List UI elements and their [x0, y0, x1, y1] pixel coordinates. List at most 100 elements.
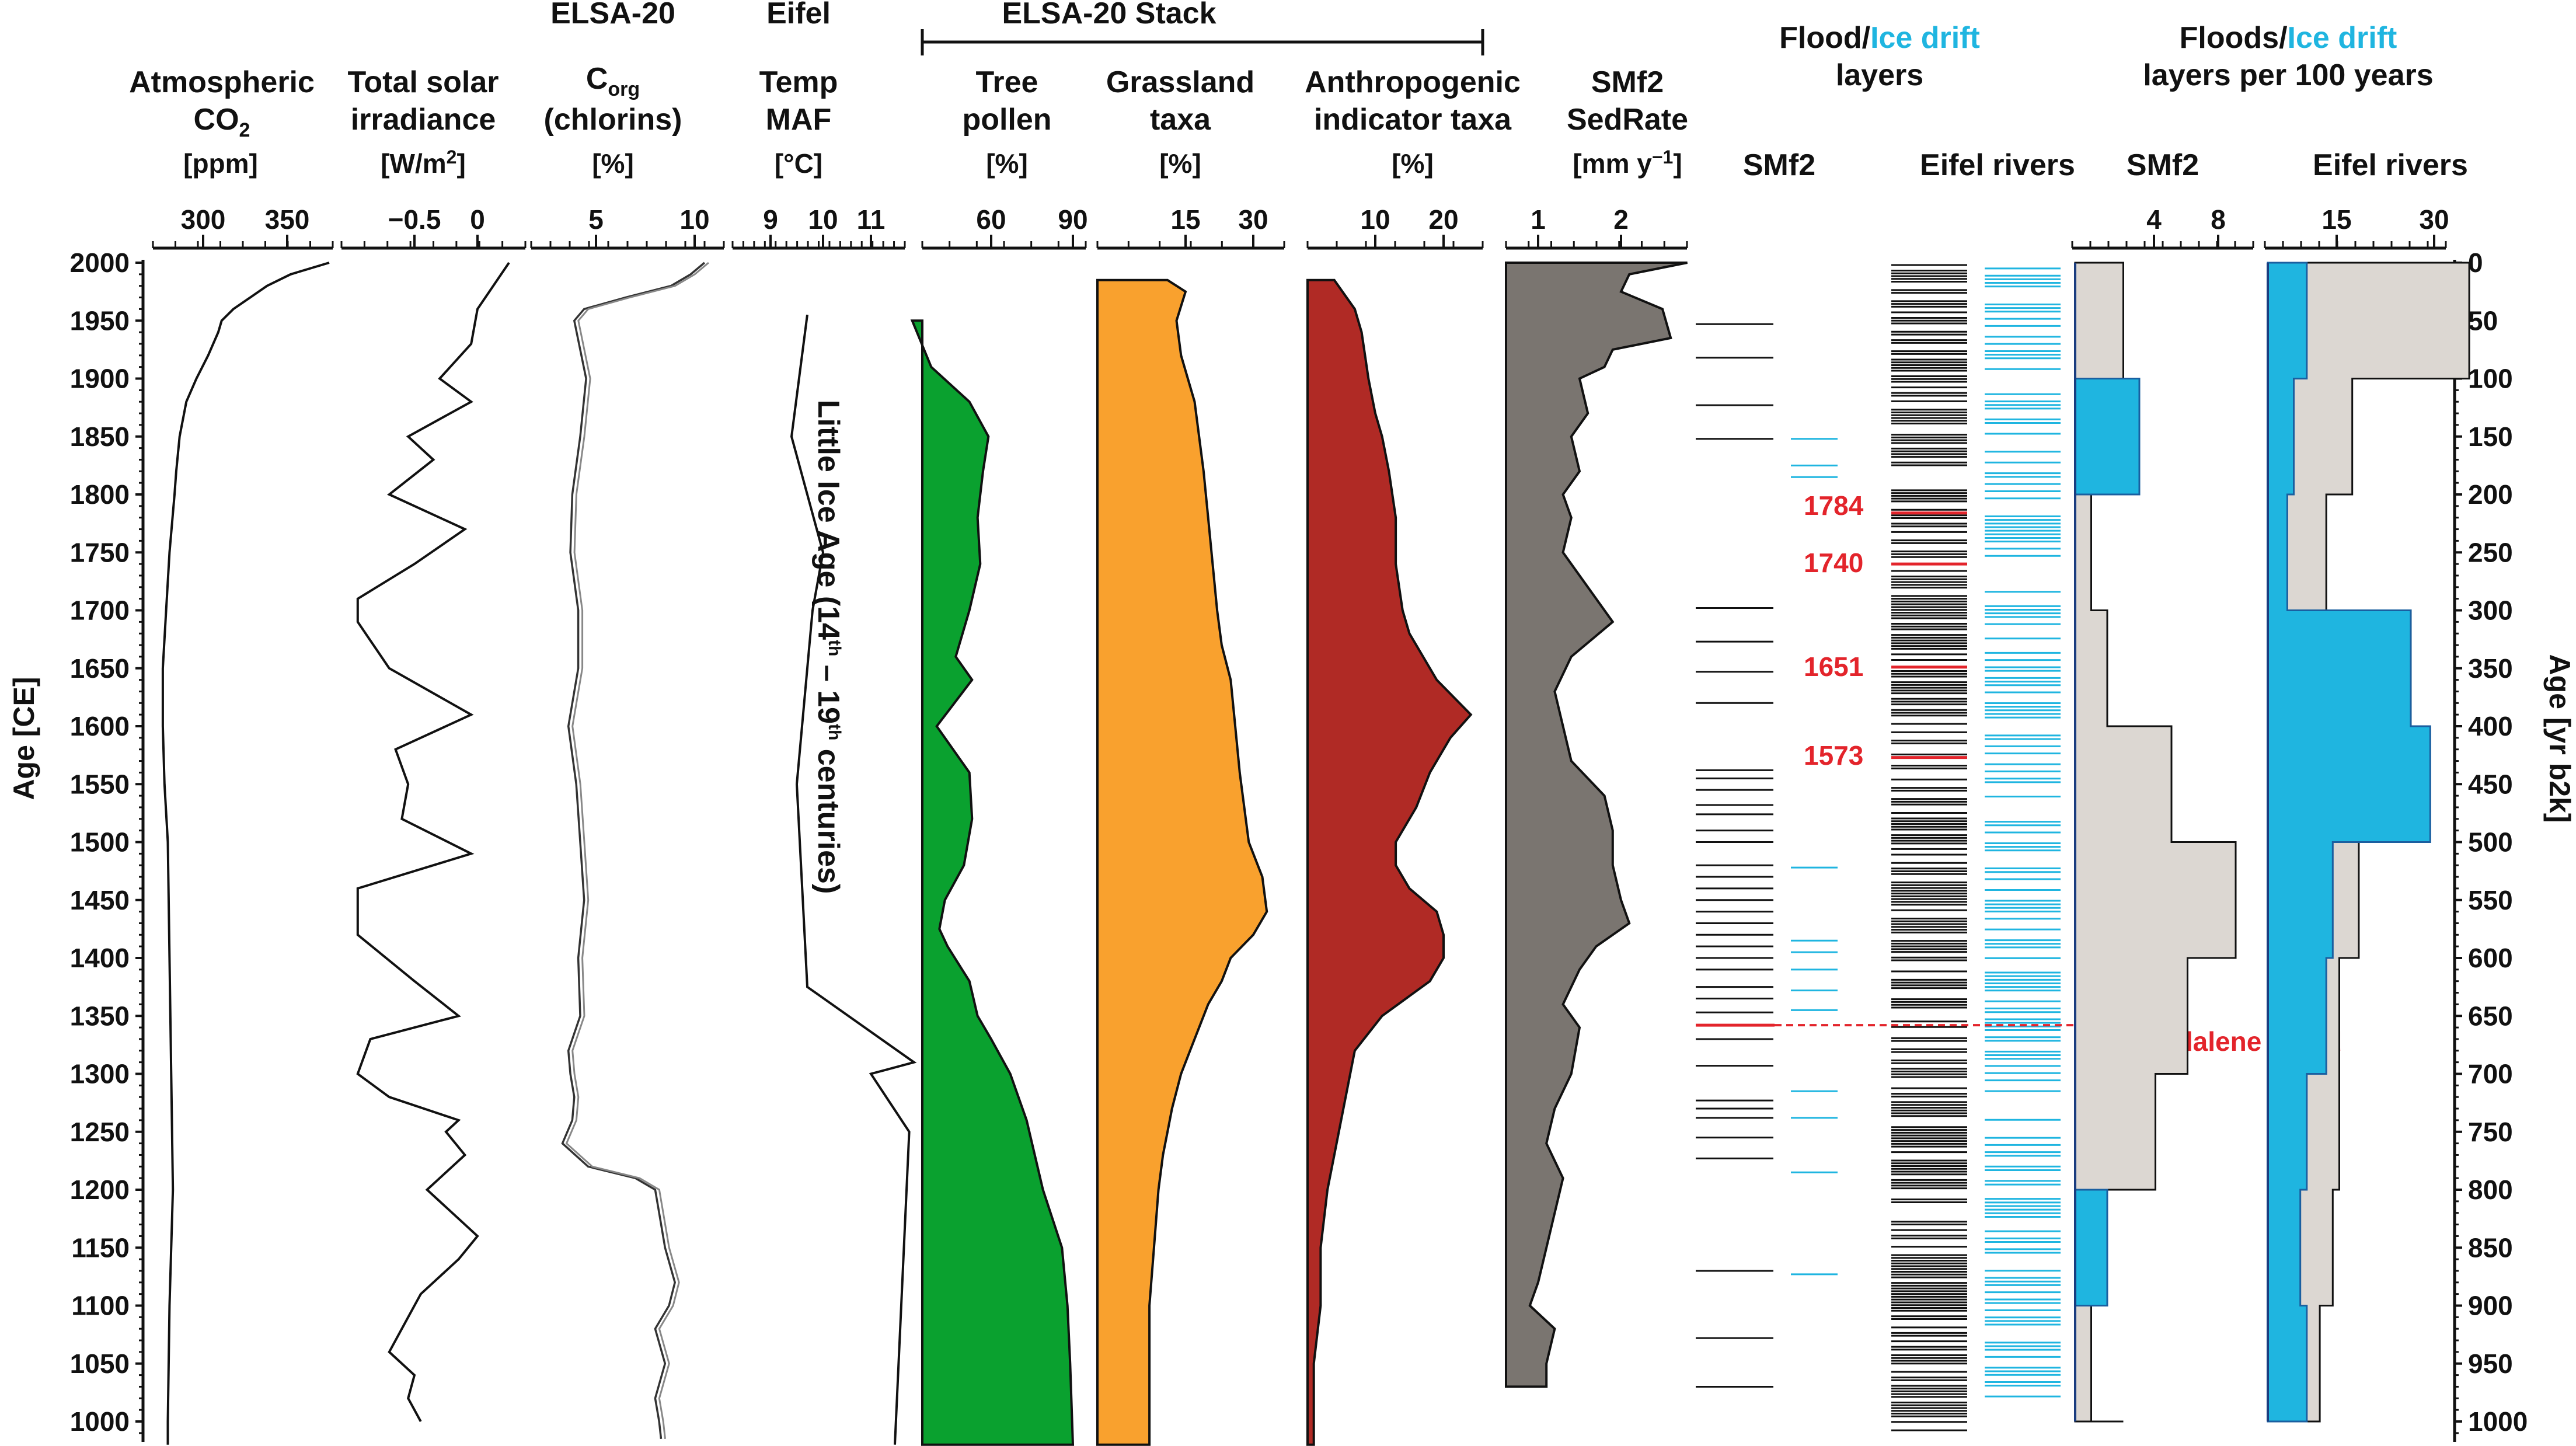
- y-left-tick-label: 1900: [70, 364, 130, 394]
- panel-co2: 300 350: [152, 204, 334, 1445]
- anthro-unit: [%]: [1392, 148, 1434, 179]
- temp-title-line3: MAF: [766, 103, 832, 137]
- y-left-tick-label: 1100: [71, 1291, 130, 1321]
- tree-axis-tick-label: 60: [976, 204, 1006, 235]
- y-axis-left-title: Age [CE]: [8, 677, 40, 800]
- y-right-tick-label: 500: [2468, 827, 2513, 858]
- y-left-tick-label: 1850: [70, 421, 130, 452]
- layer-lines: [1696, 264, 2081, 1431]
- y-left-tick-label: 1750: [70, 537, 130, 567]
- anthro-area: [1306, 278, 1473, 1446]
- temp-title-line1: Eifel: [766, 0, 831, 30]
- corg-line: [561, 262, 706, 1439]
- rates-axis-tick-label: 8: [2211, 204, 2226, 235]
- y-right-tick-label: 250: [2468, 537, 2513, 567]
- corg-title-line1: ELSA-20: [550, 0, 675, 30]
- y-left-tick-label: 1400: [70, 943, 130, 973]
- y-right-tick-label: 450: [2468, 769, 2513, 799]
- y-right-tick-label: 850: [2468, 1232, 2513, 1263]
- event-label-1651: 1651: [1804, 651, 1863, 682]
- y-left-tick-label: 1600: [70, 711, 130, 741]
- tsi-axis-tick-label: 0: [470, 204, 485, 235]
- y-right-tick-label: 1000: [2468, 1406, 2528, 1437]
- data-panels: 300 350 0−0.5 5 10 9 10 11 60 90 15 30 10 20 1 2: [152, 204, 1688, 1446]
- temp-title-line2: Temp: [759, 65, 838, 99]
- event-label-1740: 1740: [1804, 548, 1863, 578]
- layers-title-line2: layers: [1836, 58, 1923, 92]
- grass-title-line1: Grassland: [1106, 65, 1254, 99]
- rates-col-smf2: SMf2: [2127, 148, 2199, 182]
- lia-annotation: Little Ice Age (14th – 19th centuries): [811, 400, 845, 894]
- y-axis-right-title: Age [yr b2k]: [2543, 654, 2576, 823]
- stack-title: ELSA-20 Stack: [1002, 0, 1216, 30]
- y-left-tick-label: 1350: [70, 1001, 130, 1031]
- y-right-tick-label: 600: [2468, 943, 2513, 973]
- y-right-tick-label: 950: [2468, 1349, 2513, 1379]
- y-left-tick-label: 1300: [70, 1059, 130, 1089]
- sedrate-title-line2: SedRate: [1567, 103, 1688, 137]
- y-left-tick-label: 2000: [70, 248, 130, 278]
- layers-title-line1: Flood/Ice drift: [1779, 21, 1980, 55]
- y-left-tick-label: 1450: [70, 885, 130, 915]
- co2-title-line1: Atmospheric: [129, 65, 315, 99]
- y-right-tick-label: 800: [2468, 1175, 2513, 1205]
- y-axes: 2000 0 1950 50 1900 100 1850 150 1800 200 1750 250 1…: [70, 248, 2528, 1442]
- y-right-tick-label: 300: [2468, 595, 2513, 626]
- y-left-tick-label: 1250: [70, 1117, 130, 1147]
- y-left-tick-label: 1800: [70, 479, 130, 510]
- temp-axis-tick-label: 10: [808, 204, 838, 235]
- y-left-tick-label: 1150: [71, 1232, 130, 1263]
- corg-title-line3: (chlorins): [544, 103, 682, 137]
- header-tsi: Total solar irradiance [W/m2]: [347, 65, 499, 179]
- corg-axis-tick-label: 5: [588, 204, 604, 235]
- tree-axis: 60 90: [921, 204, 1088, 250]
- tsi-title-line2: irradiance: [351, 103, 496, 137]
- co2-axis-tick-label: 300: [181, 204, 226, 235]
- tsi-title-line1: Total solar: [347, 65, 499, 99]
- y-left-tick-label: 1000: [70, 1406, 130, 1437]
- corg-axis-tick-label: 10: [679, 204, 709, 235]
- corg-unit: [%]: [592, 148, 634, 179]
- tree-title-line1: Tree: [976, 65, 1038, 99]
- temp-line: [790, 315, 917, 1445]
- panel-anthro: 10 20: [1306, 204, 1484, 1446]
- y-left-tick-label: 1550: [70, 769, 130, 799]
- co2-axis: 300 350: [152, 204, 334, 250]
- panel-layers: [1696, 264, 2081, 1431]
- tsi-axis-tick-label: −0.5: [388, 204, 441, 235]
- anthro-axis-tick-label: 20: [1428, 204, 1458, 235]
- y-left-tick-label: 1650: [70, 653, 130, 684]
- temp-axis: 9 10 11: [731, 204, 906, 250]
- y-right-tick-label: 200: [2468, 479, 2513, 510]
- grass-axis: 15 30: [1096, 204, 1285, 250]
- temp-axis-tick-label: 9: [763, 204, 778, 235]
- tree-area: [910, 319, 1075, 1446]
- event-label-1573: 1573: [1804, 740, 1863, 771]
- tree-axis-tick-label: 90: [1058, 204, 1087, 235]
- layers-col-eifel: Eifel rivers: [1920, 148, 2075, 182]
- panel-tree: 60 90: [910, 204, 1088, 1446]
- rates-axis-tick-label: 15: [2321, 204, 2351, 235]
- header-rates: Floods/Ice drift layers per 100 years SM…: [2127, 21, 2468, 182]
- y-right-tick-label: 700: [2468, 1059, 2513, 1089]
- anthro-axis: 10 20: [1306, 204, 1484, 250]
- grass-axis-tick-label: 30: [1238, 204, 1268, 235]
- tree-unit: [%]: [986, 148, 1028, 179]
- header-stack: ELSA-20 Stack Tree pollen [%] Grassland …: [921, 0, 1521, 179]
- rate-steps: 4 8 15 30: [2071, 204, 2470, 1423]
- co2-unit: [ppm]: [183, 148, 258, 179]
- y-right-tick-label: 0: [2468, 248, 2483, 278]
- header-layers: Flood/Ice drift layers SMf2 Eifel rivers: [1743, 21, 2075, 182]
- corg-title-line2: Corg: [586, 62, 640, 100]
- sedrate-unit: [mm y−1]: [1573, 147, 1682, 179]
- co2-line: [161, 262, 330, 1445]
- panel-corg: 5 10: [530, 204, 725, 1439]
- anthro-title-line2: indicator taxa: [1314, 103, 1512, 137]
- y-left-tick-label: 1950: [70, 305, 130, 336]
- event-label-1784: 1784: [1804, 490, 1864, 521]
- grass-unit: [%]: [1159, 148, 1201, 179]
- y-right-tick-label: 350: [2468, 653, 2513, 684]
- panel-grass: 15 30: [1096, 204, 1285, 1446]
